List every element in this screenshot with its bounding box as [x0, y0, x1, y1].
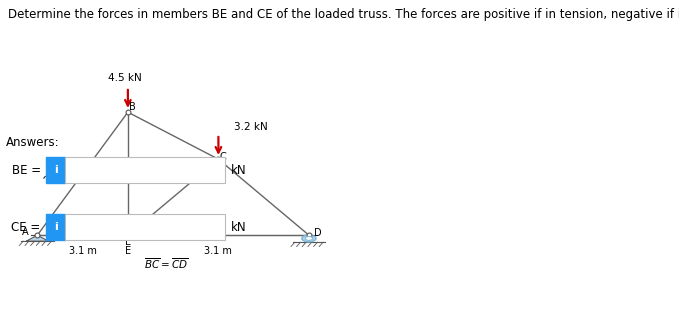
Text: 3.1 m: 3.1 m: [204, 246, 232, 256]
FancyBboxPatch shape: [46, 157, 65, 183]
Text: kN: kN: [231, 221, 246, 234]
Circle shape: [302, 235, 316, 242]
Text: BE =: BE =: [12, 164, 41, 176]
Text: 3.1 m: 3.1 m: [69, 246, 96, 256]
Text: CE =: CE =: [12, 221, 41, 234]
Text: C: C: [220, 152, 227, 162]
Text: D: D: [314, 228, 322, 238]
Polygon shape: [26, 235, 48, 241]
Text: A: A: [22, 227, 29, 237]
Text: Determine the forces in members BE and CE of the loaded truss. The forces are po: Determine the forces in members BE and C…: [8, 8, 679, 22]
Circle shape: [305, 237, 313, 240]
Text: $\overline{BC} = \overline{CD}$: $\overline{BC} = \overline{CD}$: [144, 256, 189, 271]
Text: 3.2 kN: 3.2 kN: [234, 122, 268, 132]
FancyBboxPatch shape: [65, 157, 225, 183]
Text: E: E: [125, 237, 131, 247]
Text: B: B: [128, 102, 135, 113]
Text: E: E: [125, 246, 131, 256]
Text: i: i: [54, 165, 58, 175]
Text: i: i: [54, 222, 58, 232]
Text: Answers:: Answers:: [5, 136, 59, 149]
Text: kN: kN: [231, 164, 246, 176]
Text: 47°: 47°: [66, 222, 81, 231]
Text: 4.5 kN: 4.5 kN: [107, 73, 141, 83]
Text: 3.4 m: 3.4 m: [43, 158, 69, 185]
FancyBboxPatch shape: [65, 214, 225, 240]
FancyBboxPatch shape: [46, 214, 65, 240]
